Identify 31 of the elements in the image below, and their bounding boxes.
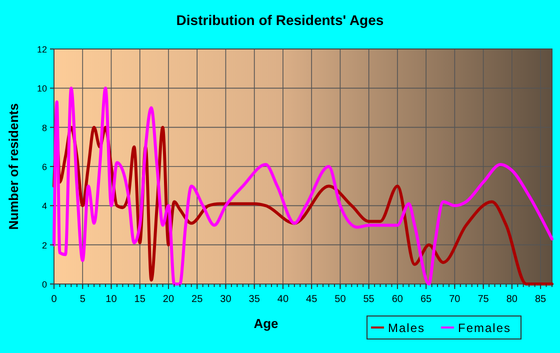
x-tick-label: 5 [80,294,86,305]
y-tick-label: 0 [42,280,47,290]
y-axis-title: Number of residents [6,103,21,230]
x-tick-label: 10 [106,294,118,305]
x-tick-label: 20 [162,294,174,305]
y-tick-label: 4 [42,201,47,212]
legend-label: Males [388,321,426,335]
x-tick-label: 75 [478,294,490,305]
chart-title: Distribution of Residents' Ages [176,12,384,28]
x-tick-label: 0 [51,294,58,305]
y-tick-label: 10 [36,84,47,94]
y-tick-label: 8 [42,122,47,133]
x-tick-label: 85 [534,294,547,305]
x-tick-label: 60 [392,294,404,305]
x-tick-label: 25 [192,294,204,305]
x-tick-label: 45 [306,294,318,305]
legend-label: Females [458,321,512,335]
x-tick-label: 50 [334,294,346,305]
y-tick-label: 12 [36,44,47,54]
y-tick-label: 6 [42,162,47,172]
x-tick-label: 55 [363,294,375,305]
x-tick-label: 65 [420,294,432,305]
y-tick-label: 2 [42,240,47,250]
x-tick-label: 35 [248,294,260,305]
x-axis-title: Age [254,316,278,331]
x-tick-label: 30 [220,294,232,305]
x-tick-label: 80 [506,294,518,305]
x-tick-label: 15 [134,294,146,305]
line-series [52,86,554,286]
x-tick-label: 70 [449,294,461,305]
x-tick-label: 40 [277,294,289,305]
